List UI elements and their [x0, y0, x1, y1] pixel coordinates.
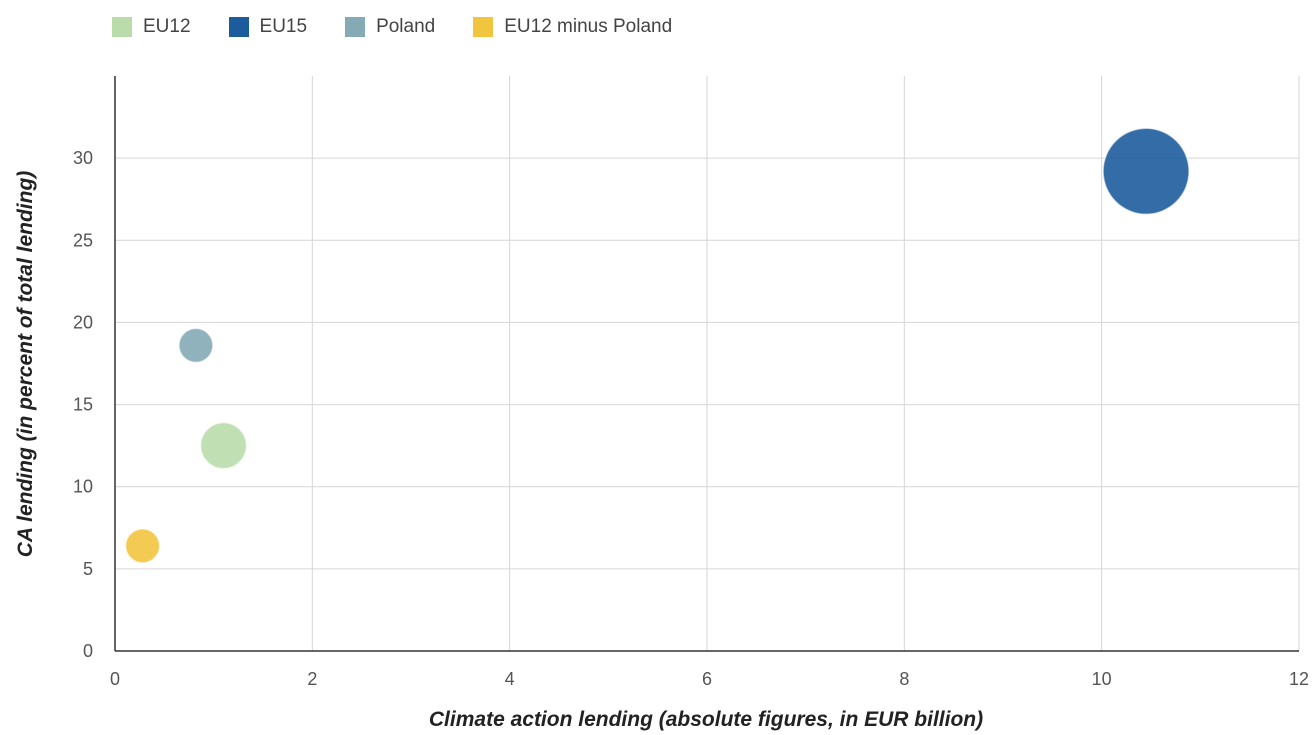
legend-item-eu12[interactable]: EU12: [112, 16, 191, 38]
y-tick-label: 10: [73, 477, 93, 497]
bubble-poland[interactable]: [178, 327, 214, 364]
x-axis-title: Climate action lending (absolute figures…: [429, 708, 983, 731]
axes: 0 2 4 6 8 10 12 0 5 10 15 20 25 30: [73, 76, 1309, 689]
legend-swatch: [473, 17, 494, 37]
y-tick-label: 0: [83, 641, 93, 661]
legend-swatch: [112, 17, 132, 37]
legend-item-eu12-minus-poland[interactable]: EU12 minus Poland: [473, 16, 672, 38]
y-tick-label: 30: [73, 148, 93, 168]
legend-swatch: [345, 17, 366, 37]
y-tick-label: 20: [73, 312, 93, 332]
x-tick-label: 12: [1289, 669, 1309, 689]
y-tick-label: 25: [73, 230, 93, 250]
legend-label: EU12: [143, 16, 191, 37]
bubble-eu12-minus-poland[interactable]: [124, 528, 161, 564]
bubble-eu15[interactable]: [1102, 127, 1190, 216]
legend-label: EU12 minus Poland: [504, 16, 673, 37]
x-tick-label: 6: [702, 669, 712, 689]
x-tick-label: 10: [1092, 669, 1112, 689]
legend-label: Poland: [376, 16, 436, 37]
bubble-eu12[interactable]: [199, 421, 248, 470]
y-tick-label: 5: [83, 559, 93, 579]
legend: EU12 EU15 Poland EU12 minus Poland: [112, 16, 710, 38]
grid: [115, 76, 1300, 651]
x-tick-label: 4: [505, 669, 515, 689]
legend-swatch: [228, 17, 249, 37]
legend-item-eu15[interactable]: EU15: [228, 16, 308, 38]
x-tick-label: 2: [307, 669, 317, 689]
bubbles: [124, 127, 1190, 564]
y-tick-label: 15: [73, 395, 93, 415]
x-tick-label: 8: [899, 669, 909, 689]
y-axis-title: CA lending (in percent of total lending): [14, 171, 37, 558]
x-tick-label: 0: [110, 669, 120, 689]
legend-item-poland[interactable]: Poland: [345, 16, 435, 38]
legend-label: EU15: [259, 16, 308, 37]
